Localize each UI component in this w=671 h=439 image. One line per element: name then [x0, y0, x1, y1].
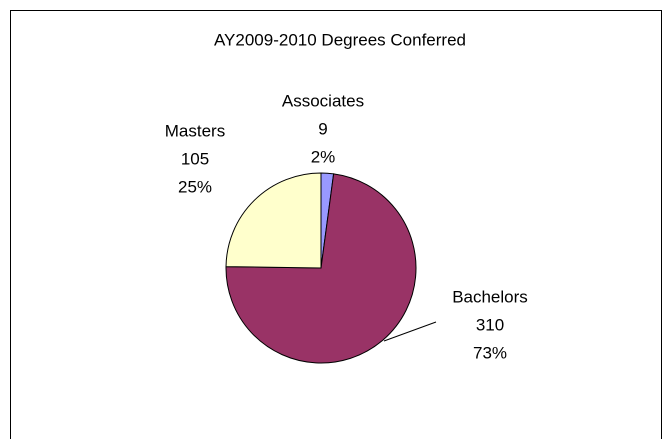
pie-slice — [225, 172, 322, 269]
chart-title: AY2009-2010 Degrees Conferred — [214, 30, 466, 49]
slice-value: 310 — [476, 315, 504, 334]
slice-value: 105 — [181, 149, 209, 168]
slice-label: Associates — [282, 91, 364, 110]
slice-percent: 73% — [473, 343, 507, 362]
leader-line — [383, 321, 437, 342]
slice-percent: 25% — [178, 177, 212, 196]
slice-label: Bachelors — [452, 287, 528, 306]
slice-value: 9 — [318, 119, 327, 138]
slice-label: Masters — [165, 121, 225, 140]
slice-percent: 2% — [311, 147, 336, 166]
